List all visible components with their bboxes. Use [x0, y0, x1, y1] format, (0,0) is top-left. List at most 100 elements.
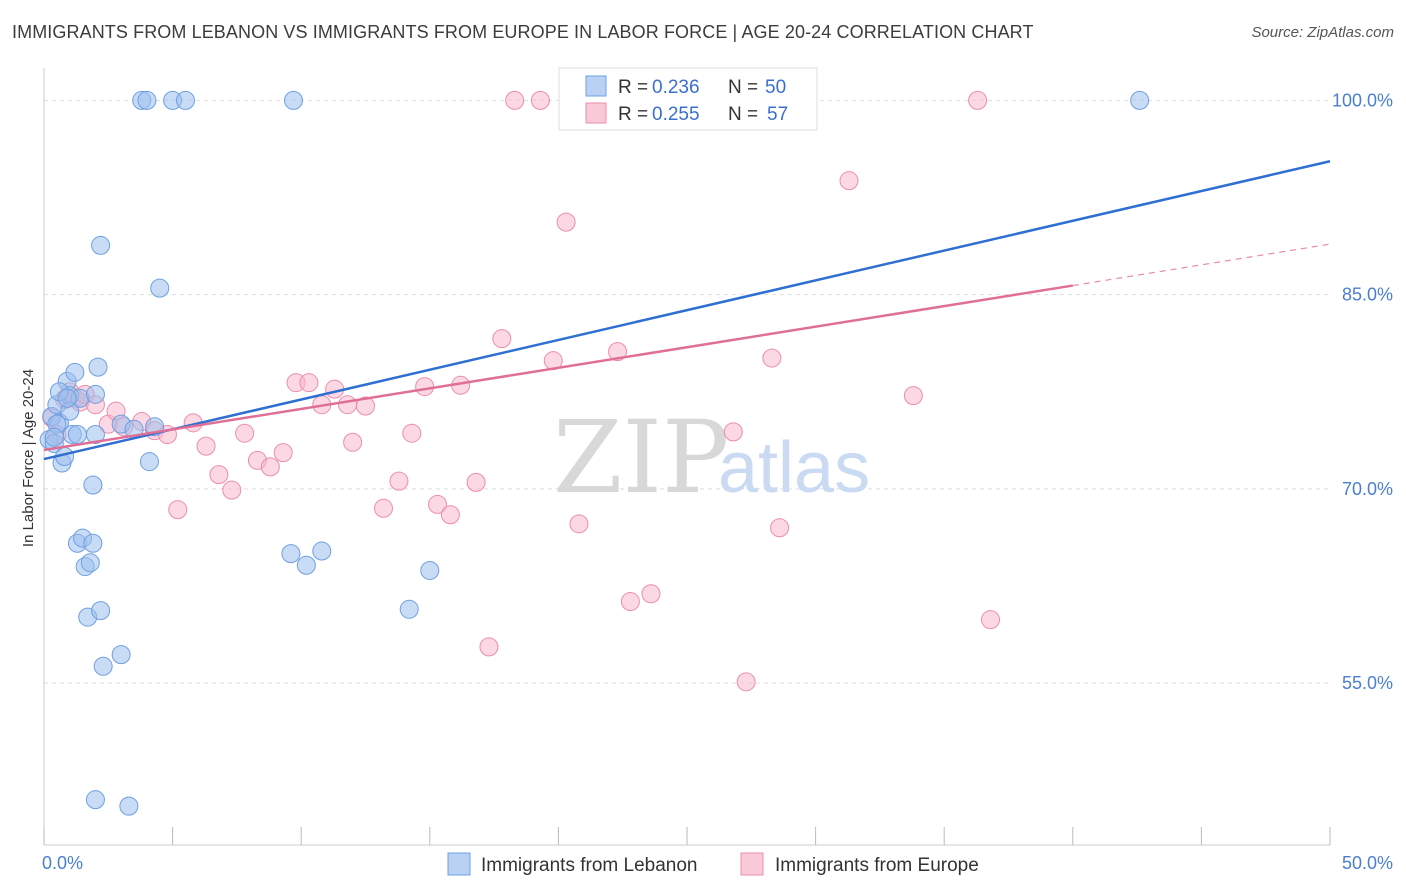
- point-europe-23: [299, 373, 319, 393]
- point-europe-13: [168, 500, 188, 520]
- point-europe-43: [569, 514, 589, 534]
- point-lebanon-37: [175, 90, 195, 110]
- point-lebanon-27: [111, 645, 131, 665]
- point-europe-40: [530, 90, 550, 110]
- point-lebanon-33: [139, 452, 159, 472]
- legend-r-label-lebanon: R =: [618, 77, 648, 98]
- point-europe-55: [980, 610, 1000, 630]
- point-europe-16: [209, 465, 229, 485]
- y-tick-labels: 100.0% 85.0% 70.0% 55.0%: [1332, 90, 1393, 693]
- y-tick-label-3: 55.0%: [1342, 673, 1393, 693]
- point-europe-52: [839, 171, 859, 191]
- point-europe-37: [479, 637, 499, 657]
- point-europe-26: [337, 395, 357, 415]
- legend-r-value-europe: 0.255: [652, 104, 700, 125]
- watermark: ZIP atlas: [553, 399, 870, 516]
- point-europe-54: [968, 90, 988, 110]
- point-europe-46: [641, 584, 661, 604]
- point-europe-28: [356, 396, 375, 416]
- x-tick-label-1: 50.0%: [1342, 853, 1393, 873]
- point-europe-38: [492, 329, 512, 349]
- point-europe-31: [402, 423, 422, 443]
- trend-line-europe: [43, 284, 1073, 452]
- y-tick-label-2: 70.0%: [1342, 479, 1393, 499]
- point-lebanon-43: [420, 560, 440, 580]
- y-tick-label-1: 85.0%: [1342, 285, 1393, 305]
- chart-source: Source: ZipAtlas.com: [1251, 24, 1394, 41]
- trend-line-lebanon: [43, 160, 1331, 461]
- legend-n-label-lebanon: N =: [728, 77, 758, 98]
- legend-n-value-europe: 57: [767, 104, 788, 125]
- bottom-legend-swatch-europe: [740, 852, 764, 876]
- bottom-legend-swatch-lebanon: [447, 852, 471, 876]
- legend-swatch-europe: [585, 102, 607, 124]
- point-lebanon-20: [83, 475, 103, 495]
- point-lebanon-19: [85, 790, 105, 810]
- point-lebanon-41: [312, 541, 332, 561]
- point-europe-29: [374, 498, 394, 518]
- point-europe-32: [415, 377, 435, 397]
- series-europe-points: [42, 90, 1000, 692]
- bottom-legend-label-lebanon: Immigrants from Lebanon: [481, 855, 698, 876]
- trend-line-europe-extension: [1072, 243, 1331, 287]
- point-lebanon-42: [399, 599, 419, 619]
- point-europe-20: [260, 457, 280, 477]
- point-europe-39: [505, 90, 525, 110]
- point-europe-15: [196, 436, 216, 456]
- point-europe-50: [762, 348, 782, 368]
- x-tick-label-0: 0.0%: [42, 853, 83, 873]
- point-lebanon-49: [57, 388, 77, 408]
- watermark-zip: ZIP: [553, 399, 729, 516]
- point-europe-30: [389, 471, 409, 491]
- bottom-legend-label-europe: Immigrants from Europe: [775, 855, 979, 876]
- legend-n-value-lebanon: 50: [765, 77, 786, 98]
- point-lebanon-17: [80, 553, 100, 573]
- point-lebanon-21: [85, 424, 105, 444]
- bottom-legend: Immigrants from Lebanon Immigrants from …: [447, 852, 979, 876]
- point-lebanon-35: [150, 278, 170, 298]
- point-lebanon-24: [91, 601, 111, 621]
- point-lebanon-48: [44, 427, 64, 447]
- point-europe-17: [222, 480, 242, 500]
- legend-n-label-europe: N =: [728, 104, 758, 125]
- point-lebanon-25: [93, 656, 113, 676]
- point-europe-33: [428, 494, 448, 514]
- point-europe-36: [466, 472, 486, 492]
- point-europe-53: [903, 386, 923, 406]
- point-europe-44: [608, 342, 628, 362]
- x-ticks: [43, 827, 1331, 845]
- point-lebanon-38: [281, 544, 301, 564]
- point-europe-34: [440, 505, 460, 525]
- series-lebanon-points: [39, 90, 1150, 816]
- point-europe-21: [273, 443, 293, 463]
- point-lebanon-29: [119, 796, 139, 816]
- point-lebanon-18: [83, 533, 103, 553]
- trend-lines: [43, 160, 1331, 461]
- chart-title: IMMIGRANTS FROM LEBANON VS IMMIGRANTS FR…: [12, 22, 1034, 42]
- point-europe-42: [556, 212, 576, 232]
- legend: R = 0.236 N = 50 R = 0.255 N = 57: [558, 67, 818, 131]
- point-lebanon-40: [296, 555, 316, 575]
- point-europe-45: [620, 592, 640, 612]
- y-axis-label: In Labor Force | Age 20-24: [20, 369, 37, 547]
- point-lebanon-44: [1130, 90, 1150, 110]
- watermark-atlas: atlas: [718, 428, 870, 508]
- point-europe-48: [723, 422, 743, 442]
- legend-r-value-lebanon: 0.236: [652, 77, 700, 98]
- point-europe-51: [770, 518, 790, 538]
- x-tick-labels: 0.0% 50.0%: [42, 853, 1393, 873]
- legend-swatch-lebanon: [585, 75, 607, 97]
- gridlines: [44, 99, 1330, 684]
- point-lebanon-32: [137, 90, 157, 110]
- y-tick-label-0: 100.0%: [1332, 90, 1393, 110]
- point-lebanon-26: [85, 384, 105, 404]
- point-lebanon-11: [67, 424, 87, 444]
- point-lebanon-23: [91, 235, 111, 255]
- point-lebanon-22: [88, 357, 108, 377]
- point-lebanon-10: [65, 362, 85, 382]
- point-europe-18: [235, 423, 255, 443]
- legend-r-label-europe: R =: [618, 104, 648, 125]
- point-lebanon-39: [283, 90, 303, 110]
- point-europe-49: [736, 672, 756, 692]
